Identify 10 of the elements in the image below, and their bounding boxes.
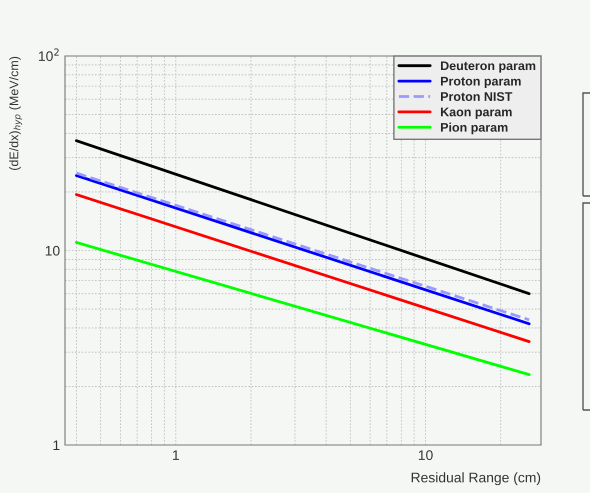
y-tick-label: 10$^{2}$: [38, 48, 59, 62]
y-tick-label: 1: [53, 440, 60, 450]
legend-label: Proton NIST: [440, 92, 512, 101]
x-axis-title: Residual Range (cm): [412, 472, 540, 486]
legend-label: Deuteron param: [440, 61, 536, 73]
legend-label: Proton param: [440, 76, 521, 88]
y-tick-label: 10: [46, 246, 60, 256]
legend-label: Kaon param: [440, 108, 512, 119]
legend-label: Pion param: [440, 122, 508, 134]
y-axis-title: (dE/dx)$_{hyp}$ (MeV/cm): [9, 56, 22, 170]
